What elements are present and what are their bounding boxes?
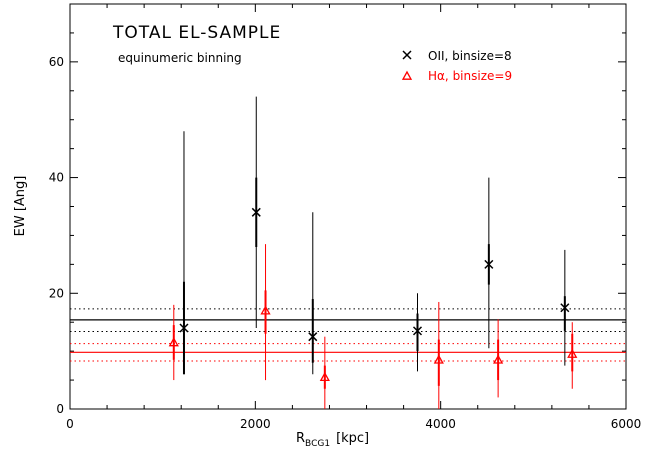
oii-data-point	[308, 332, 318, 342]
legend-oii-marker	[402, 50, 412, 60]
x-axis-label-main: R	[296, 431, 305, 446]
oii-data-point-stroke-b	[308, 332, 318, 342]
oii-data-point-stroke-b	[179, 323, 189, 333]
legend-ha-label: Hα, binsize=9	[428, 69, 512, 83]
x-tick-label: 2000	[240, 417, 271, 431]
legend-oii-symbol-stroke-b	[402, 50, 412, 60]
axis-ticks: 0 2000 4000 6000 0 20 40 60	[49, 3, 642, 431]
y-tick-label: 40	[49, 171, 64, 185]
x-tick-label: 6000	[611, 417, 642, 431]
ha-data-point	[493, 354, 504, 364]
ha-data-point	[319, 371, 330, 382]
y-tick-label: 0	[56, 402, 64, 416]
mean-lines	[70, 308, 626, 362]
x-axis-label-unit: [kpc]	[336, 431, 369, 446]
x-tick-label: 0	[66, 417, 74, 431]
chart-subtitle: equinumeric binning	[118, 51, 242, 65]
oii-data-point	[251, 207, 261, 217]
ha-data-point	[168, 337, 179, 347]
ha-data-point	[433, 354, 444, 364]
oii-data-point-stroke-b	[251, 207, 261, 217]
legend-oii-symbol	[402, 50, 412, 60]
oii-data-point	[412, 326, 423, 336]
x-axis-label-subscript: BCG1	[305, 439, 330, 449]
chart-title: TOTAL EL-SAMPLE	[112, 23, 281, 43]
oii-series	[179, 96, 570, 375]
y-tick-label: 20	[49, 286, 64, 300]
legend-oii-label: OII, binsize=8	[428, 49, 512, 63]
x-axis-label: RBCG1 [kpc]	[296, 431, 369, 449]
y-tick-label: 60	[49, 55, 64, 69]
y-axis-label: EW [Ang]	[13, 176, 28, 237]
ha-series	[168, 244, 578, 409]
data-series	[168, 96, 578, 409]
oii-data-point-stroke-b	[560, 303, 570, 313]
oii-data-point	[179, 323, 189, 333]
ha-data-point	[567, 348, 578, 358]
oii-data-point-stroke-b	[484, 259, 494, 269]
legend-ha-symbol	[401, 70, 413, 80]
legend: OII, binsize=8 Hα, binsize=9	[401, 49, 512, 83]
oii-data-point-stroke-b	[412, 326, 423, 336]
ha-data-point	[260, 305, 271, 315]
oii-data-point	[560, 303, 570, 313]
legend-ha-marker	[401, 70, 413, 80]
x-tick-label: 4000	[425, 417, 456, 431]
oii-data-point	[484, 259, 494, 269]
